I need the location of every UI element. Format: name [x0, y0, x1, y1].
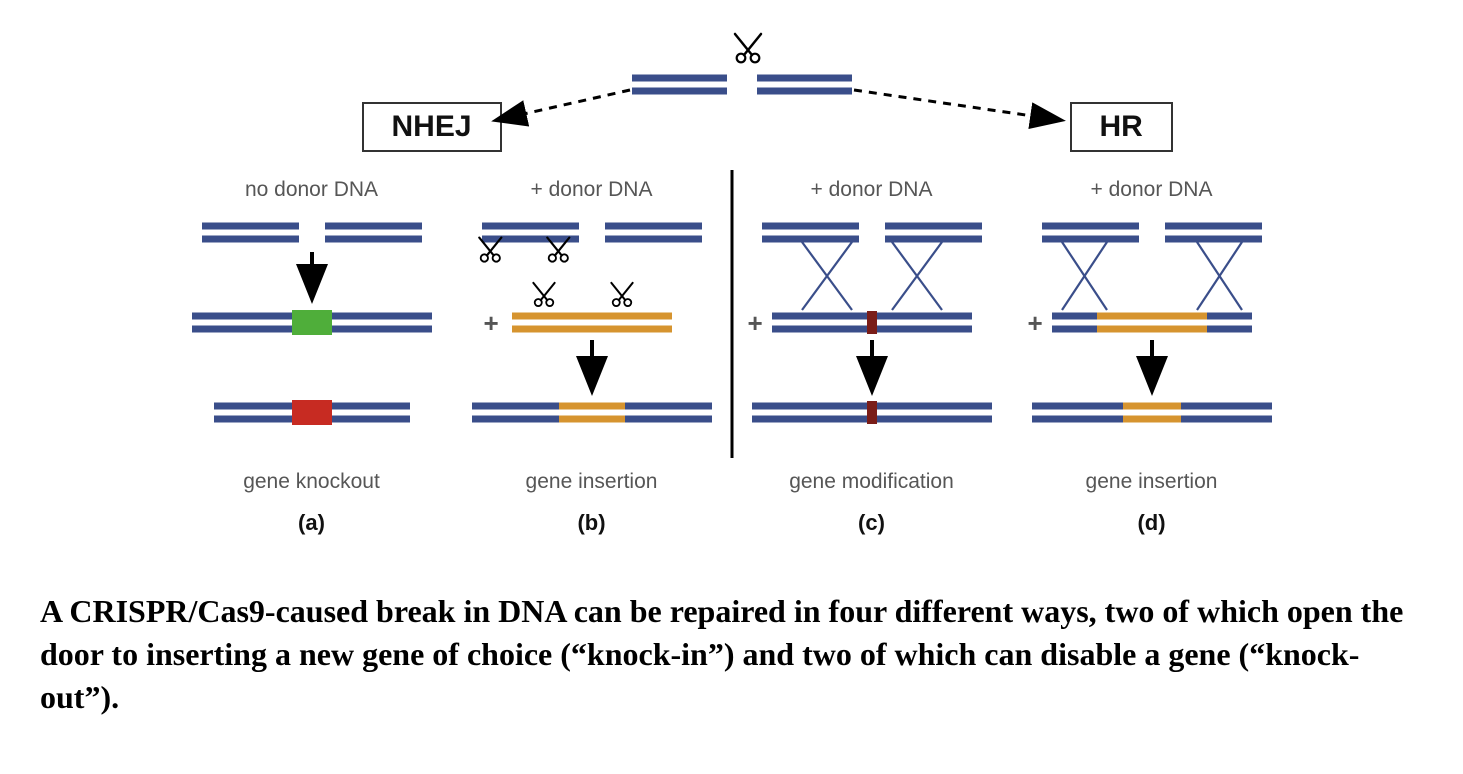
diagram-svg [152, 20, 1312, 550]
green-insert [292, 310, 332, 335]
scissors-b1 [533, 283, 554, 306]
col-a [192, 226, 432, 425]
dashed-arrow-right [854, 90, 1060, 120]
top-broken-dna [632, 34, 852, 91]
red-indel [292, 400, 332, 425]
dashed-arrow-left [497, 90, 630, 120]
col-c [752, 226, 992, 424]
diagram-area: NHEJ HR no donor DNA + donor DNA + donor… [152, 20, 1312, 550]
scissors-b2 [611, 283, 632, 306]
col-b-cont [472, 340, 712, 419]
figure-caption: A CRISPR/Cas9-caused break in DNA can be… [20, 590, 1443, 720]
scissors-icon [735, 34, 761, 62]
col-b [479, 226, 702, 329]
col-d [1032, 226, 1272, 419]
